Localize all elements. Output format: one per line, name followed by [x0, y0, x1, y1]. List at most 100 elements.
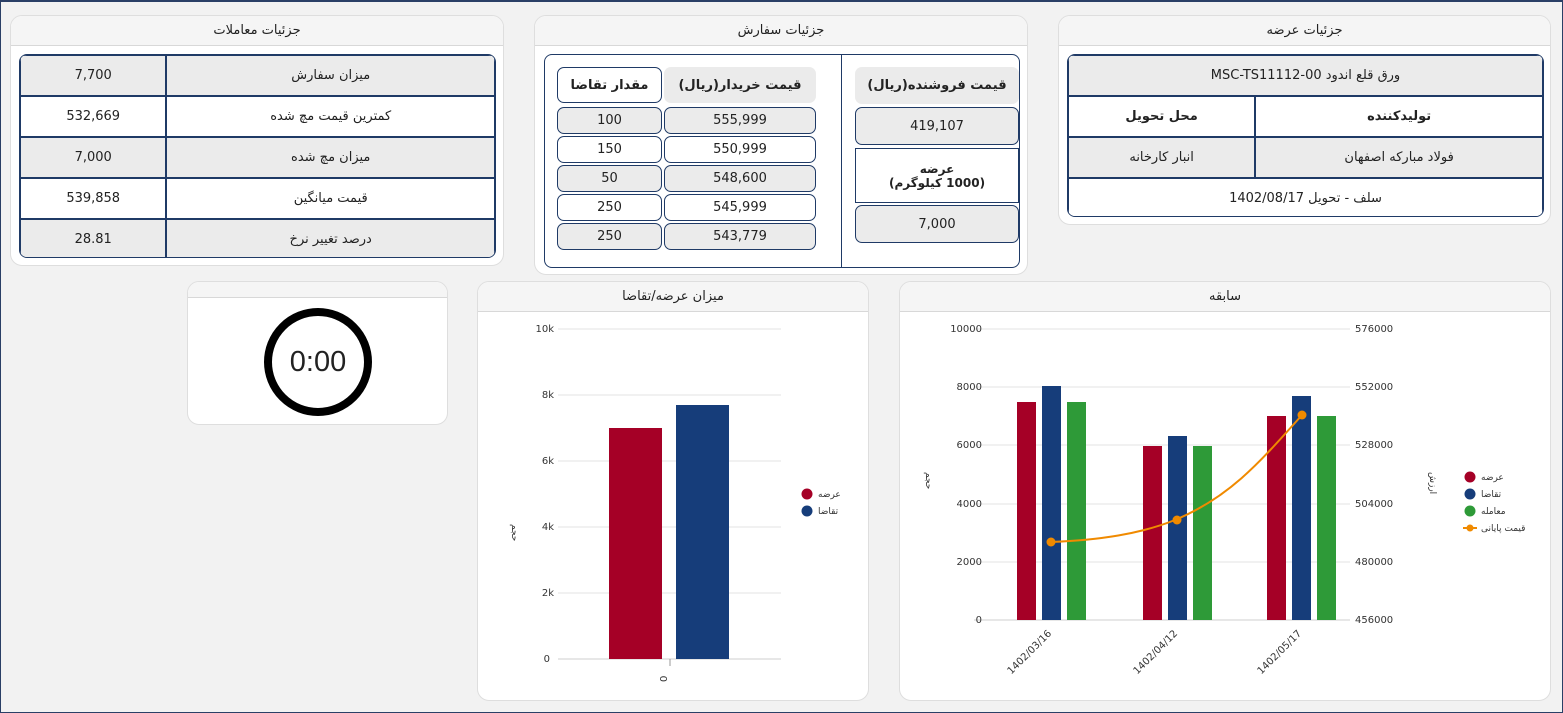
- h-legend-supply: عرضه: [1481, 473, 1504, 483]
- h-tick-right-576000: 576000: [1355, 324, 1393, 335]
- h-legend-demand-icon: [1464, 488, 1476, 500]
- h-legend-final-price-icon: [1466, 524, 1474, 532]
- order-details-card: جزئیات سفارش قیمت فروشنده(ریال) 419,107 …: [534, 15, 1028, 275]
- h-tick-left-0: 0: [976, 615, 982, 626]
- offer-details-table: ورق قلع اندود MSC-TS11112-00 تولیدکننده …: [1067, 54, 1544, 217]
- sd-legend-supply-icon: [801, 488, 813, 500]
- h-price-point-1[interactable]: [1046, 537, 1056, 547]
- sd-tick-10k: 10k: [535, 324, 554, 335]
- h-bar-supply-1[interactable]: [1017, 402, 1036, 620]
- history-chart-title: سابقه: [900, 282, 1550, 312]
- sd-x-category: 0: [659, 676, 670, 682]
- producer-value: فولاد مبارکه اصفهان: [1255, 137, 1543, 178]
- h-bar-supply-3[interactable]: [1267, 416, 1286, 620]
- matched-volume-label: میزان مچ شده: [166, 137, 495, 178]
- bid-qty-3: 50: [557, 165, 662, 192]
- h-price-point-3[interactable]: [1297, 410, 1307, 420]
- bid-qty-2: 150: [557, 136, 662, 163]
- buyer-price-header: قیمت خریدار(ریال): [664, 67, 816, 103]
- rate-change-value: 28.81: [20, 219, 167, 257]
- rate-change-label: درصد تغییر نرخ: [166, 219, 495, 257]
- producer-label: تولیدکننده: [1255, 96, 1543, 137]
- h-bar-demand-3[interactable]: [1292, 396, 1311, 620]
- bid-qty-5: 250: [557, 223, 662, 250]
- sd-tick-2k: 2k: [542, 588, 554, 599]
- h-tick-right-504000: 504000: [1355, 499, 1393, 510]
- offer-details-card: جزئیات عرضه ورق قلع اندود MSC-TS11112-00…: [1058, 15, 1551, 225]
- h-legend-demand: تقاضا: [1481, 490, 1502, 500]
- sd-tick-6k: 6k: [542, 456, 554, 467]
- supply-value: 7,000: [855, 205, 1019, 243]
- h-bar-demand-2[interactable]: [1168, 436, 1187, 620]
- timer-card: 0:00: [187, 281, 448, 425]
- order-volume-value: 7,700: [20, 55, 167, 96]
- h-legend-trade: معامله: [1481, 507, 1506, 517]
- delivery-terms: سلف - تحویل 1402/08/17: [1068, 178, 1543, 216]
- bid-price-5: 543,779: [664, 223, 816, 250]
- bid-price-2: 550,999: [664, 136, 816, 163]
- demand-qty-header: مقدار تقاضا: [557, 67, 662, 103]
- h-tick-left-10000: 10000: [950, 324, 982, 335]
- min-matched-price-value: 532,669: [20, 96, 167, 137]
- order-volume-label: میزان سفارش: [166, 55, 495, 96]
- average-price-label: قیمت میانگین: [166, 178, 495, 219]
- h-x-label-2: 1402/04/12: [1132, 628, 1181, 677]
- bid-price-3: 548,600: [664, 165, 816, 192]
- h-y-axis-right-label: ارزش: [1427, 472, 1437, 494]
- h-tick-left-2000: 2000: [957, 557, 982, 568]
- h-legend-trade-icon: [1464, 505, 1476, 517]
- bid-price-1: 555,999: [664, 107, 816, 134]
- order-details-title: جزئیات سفارش: [535, 16, 1027, 46]
- h-tick-right-552000: 552000: [1355, 382, 1393, 393]
- sd-tick-8k: 8k: [542, 390, 554, 401]
- delivery-place-label: محل تحویل: [1068, 96, 1256, 137]
- h-tick-left-8000: 8000: [957, 382, 982, 393]
- bid-qty-4: 250: [557, 194, 662, 221]
- seller-price-header: قیمت فروشنده(ریال): [855, 67, 1019, 104]
- supply-unit: (1000 کیلوگرم): [888, 175, 986, 190]
- h-tick-right-456000: 456000: [1355, 615, 1393, 626]
- supply-demand-chart-card: میزان عرضه/تقاضا 10k 8k 6k 4k 2k 0 حجم 0…: [477, 281, 869, 701]
- sd-gridlines: [558, 328, 781, 594]
- transaction-details-table: میزان سفارش 7,700 کمترین قیمت مچ شده 532…: [19, 54, 496, 258]
- h-tick-right-480000: 480000: [1355, 557, 1393, 568]
- h-x-label-3: 1402/05/17: [1256, 628, 1305, 677]
- h-bar-supply-2[interactable]: [1143, 446, 1162, 620]
- matched-volume-value: 7,000: [20, 137, 167, 178]
- sd-tick-4k: 4k: [542, 522, 554, 533]
- seller-price-value: 419,107: [855, 107, 1019, 145]
- sd-y-axis-label: حجم: [509, 524, 519, 541]
- h-price-point-2[interactable]: [1172, 515, 1182, 525]
- sd-bar-demand[interactable]: [676, 405, 729, 659]
- supply-label-box: عرضه (1000 کیلوگرم): [855, 148, 1019, 203]
- sd-legend-demand-icon: [801, 505, 813, 517]
- h-y-axis-left-label: حجم: [923, 472, 933, 489]
- timer-ring: 0:00: [264, 308, 372, 416]
- history-chart-card: سابقه 10000 8000 6000 4000 2000 0 576000…: [899, 281, 1551, 701]
- bid-qty-1: 100: [557, 107, 662, 134]
- h-bar-trade-3[interactable]: [1317, 416, 1336, 620]
- h-bar-trade-2[interactable]: [1193, 446, 1212, 620]
- sd-legend-supply: عرضه: [818, 490, 841, 500]
- sd-legend-demand: تقاضا: [818, 507, 839, 517]
- transaction-details-card: جزئیات معاملات میزان سفارش 7,700 کمترین …: [10, 15, 504, 266]
- h-bar-trade-1[interactable]: [1067, 402, 1086, 620]
- h-bar-demand-1[interactable]: [1042, 386, 1061, 620]
- average-price-value: 539,858: [20, 178, 167, 219]
- seller-column: قیمت فروشنده(ریال) 419,107 عرضه (1000 کی…: [841, 55, 1019, 267]
- min-matched-price-label: کمترین قیمت مچ شده: [166, 96, 495, 137]
- bid-price-4: 545,999: [664, 194, 816, 221]
- h-tick-right-528000: 528000: [1355, 440, 1393, 451]
- sd-tick-0: 0: [544, 654, 550, 665]
- h-x-label-1: 1402/03/16: [1006, 628, 1055, 677]
- timer-value: 0:00: [289, 345, 347, 378]
- supply-demand-chart-title: میزان عرضه/تقاضا: [478, 282, 868, 312]
- offer-details-title: جزئیات عرضه: [1059, 16, 1550, 46]
- supply-demand-chart: 10k 8k 6k 4k 2k 0 حجم 0 عرضه تقاضا: [509, 324, 841, 682]
- h-tick-left-6000: 6000: [957, 440, 982, 451]
- sd-bar-supply[interactable]: [609, 428, 662, 659]
- history-chart: 10000 8000 6000 4000 2000 0 576000 55200…: [923, 324, 1525, 677]
- h-legend-final-price: قیمت پایانی: [1481, 524, 1525, 534]
- delivery-place-value: انبار کارخانه: [1068, 137, 1256, 178]
- transaction-details-title: جزئیات معاملات: [11, 16, 503, 46]
